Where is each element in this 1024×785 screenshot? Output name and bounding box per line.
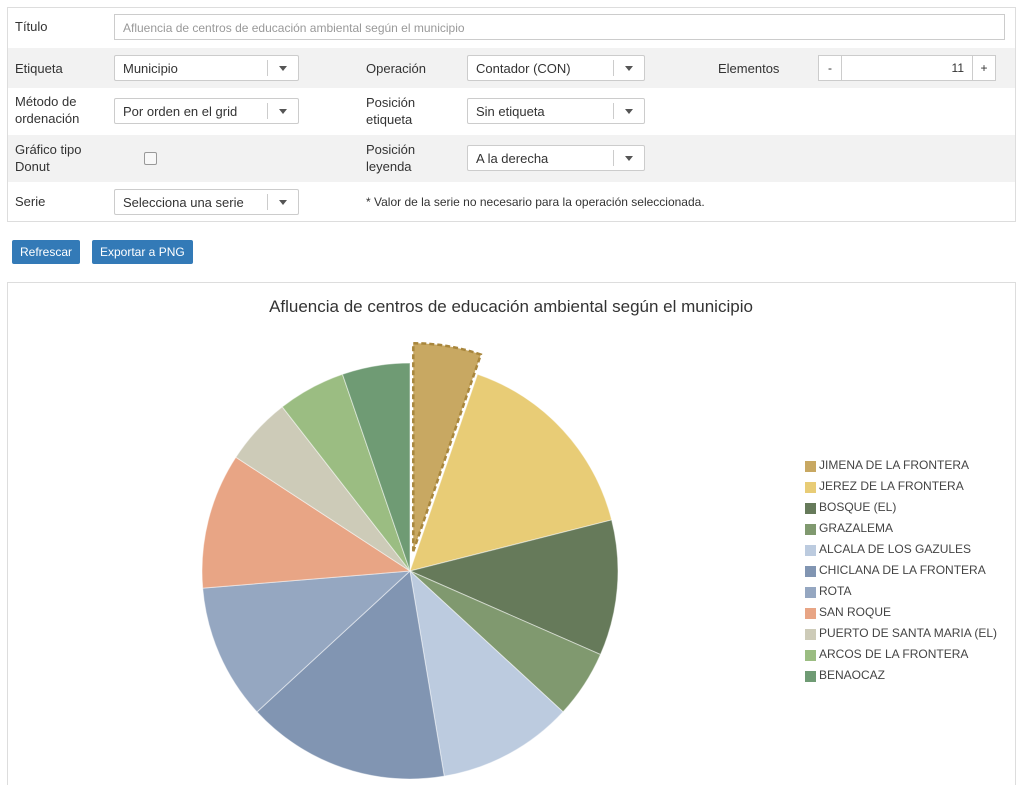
- chart-panel: [7, 282, 1016, 785]
- metodo-label-2: ordenación: [15, 111, 80, 126]
- posicion-etiqueta-select-value: Sin etiqueta: [476, 104, 545, 119]
- serie-note: * Valor de la serie no necesario para la…: [366, 195, 705, 209]
- increment-button[interactable]: +: [972, 55, 996, 81]
- chevron-down-icon: [267, 194, 298, 210]
- row-serie: Serie Selecciona una serie * Valor de la…: [8, 182, 1015, 221]
- legend-swatch: [805, 587, 816, 598]
- posicion-leyenda-label-1: Posición: [366, 142, 416, 157]
- legend-label: PUERTO DE SANTA MARIA (EL): [819, 626, 998, 640]
- serie-select-placeholder: Selecciona una serie: [123, 195, 244, 210]
- chart-settings-form: Título Afluencia de centros de educación…: [7, 7, 1016, 222]
- legend-swatch: [805, 461, 816, 472]
- pie-slice-chiclana-de-la-frontera[interactable]: [256, 570, 445, 780]
- operacion-select-value: Contador (CON): [476, 61, 571, 76]
- pie-slice-san-roque[interactable]: [201, 456, 412, 589]
- legend-swatch: [805, 503, 816, 514]
- legend-swatch: [805, 671, 816, 682]
- legend-label: BOSQUE (EL): [819, 500, 897, 514]
- pie-slice-jimena-de-la-frontera[interactable]: [412, 342, 483, 552]
- pie-slice-benaocaz[interactable]: [341, 362, 411, 572]
- elementos-input[interactable]: 11: [842, 55, 972, 81]
- legend-swatch: [805, 629, 816, 640]
- pie-slice-jerez-de-la-frontera[interactable]: [409, 373, 613, 572]
- posicion-etiqueta-label-1: Posición: [366, 95, 416, 110]
- row-donut: Gráfico tipo Donut Posición leyenda A la…: [8, 135, 1015, 182]
- pie-slice-rota[interactable]: [202, 570, 412, 713]
- legend-swatch: [805, 524, 816, 535]
- decrement-button[interactable]: -: [818, 55, 842, 81]
- legend-label: SAN ROQUE: [819, 605, 892, 619]
- titulo-label: Título: [15, 19, 48, 34]
- chevron-down-icon: [613, 103, 644, 119]
- etiqueta-select-value: Municipio: [123, 61, 178, 76]
- legend-label: JEREZ DE LA FRONTERA: [819, 479, 964, 493]
- chevron-down-icon: [267, 60, 298, 76]
- donut-label-2: Donut: [15, 159, 50, 174]
- titulo-input-value: Afluencia de centros de educación ambien…: [123, 21, 465, 35]
- serie-label: Serie: [15, 194, 46, 209]
- legend-swatch: [805, 566, 816, 577]
- legend-label: ROTA: [819, 584, 852, 598]
- legend-label: CHICLANA DE LA FRONTERA: [819, 563, 986, 577]
- chevron-down-icon: [613, 60, 644, 76]
- legend-swatch: [805, 650, 816, 661]
- legend-swatch: [805, 608, 816, 619]
- legend-label: BENAOCAZ: [819, 668, 886, 682]
- metodo-label-1: Método de: [15, 94, 77, 109]
- titulo-input[interactable]: Afluencia de centros de educación ambien…: [114, 14, 1005, 40]
- donut-label-1: Gráfico tipo: [15, 142, 82, 157]
- chevron-down-icon: [267, 103, 298, 119]
- operacion-select[interactable]: Contador (CON): [467, 55, 645, 81]
- elementos-label: Elementos: [718, 61, 780, 76]
- legend-label: ALCALA DE LOS GAZULES: [819, 542, 972, 556]
- posicion-etiqueta-label-2: etiqueta: [366, 112, 413, 127]
- posicion-leyenda-label-2: leyenda: [366, 159, 412, 174]
- legend-swatch: [805, 482, 816, 493]
- etiqueta-select[interactable]: Municipio: [114, 55, 299, 81]
- row-metodo: Método de ordenación Por orden en el gri…: [8, 88, 1015, 135]
- metodo-select[interactable]: Por orden en el grid: [114, 98, 299, 124]
- elementos-stepper: - 11 +: [818, 55, 996, 81]
- posicion-leyenda-select-value: A la derecha: [476, 151, 549, 166]
- donut-checkbox[interactable]: [144, 152, 157, 165]
- chevron-down-icon: [613, 150, 644, 166]
- row-titulo: Título Afluencia de centros de educación…: [8, 8, 1015, 48]
- export-png-button[interactable]: Exportar a PNG: [92, 240, 193, 264]
- posicion-etiqueta-select[interactable]: Sin etiqueta: [467, 98, 645, 124]
- operacion-label: Operación: [366, 61, 426, 76]
- refresh-button[interactable]: Refrescar: [12, 240, 81, 264]
- serie-select[interactable]: Selecciona una serie: [114, 189, 299, 215]
- etiqueta-label: Etiqueta: [15, 61, 63, 76]
- legend-label: GRAZALEMA: [819, 521, 894, 535]
- metodo-select-value: Por orden en el grid: [123, 104, 238, 119]
- legend-label: JIMENA DE LA FRONTERA: [819, 458, 970, 472]
- chart-title: Afluencia de centros de educación ambien…: [269, 297, 753, 316]
- legend-label: ARCOS DE LA FRONTERA: [819, 647, 969, 661]
- row-etiqueta: Etiqueta Municipio Operación Contador (C…: [8, 48, 1015, 88]
- posicion-leyenda-select[interactable]: A la derecha: [467, 145, 645, 171]
- pie-slice-alcala-de-los-gazules[interactable]: [409, 569, 564, 777]
- legend-swatch: [805, 545, 816, 556]
- pie-slice-bosque-el[interactable]: [408, 519, 619, 656]
